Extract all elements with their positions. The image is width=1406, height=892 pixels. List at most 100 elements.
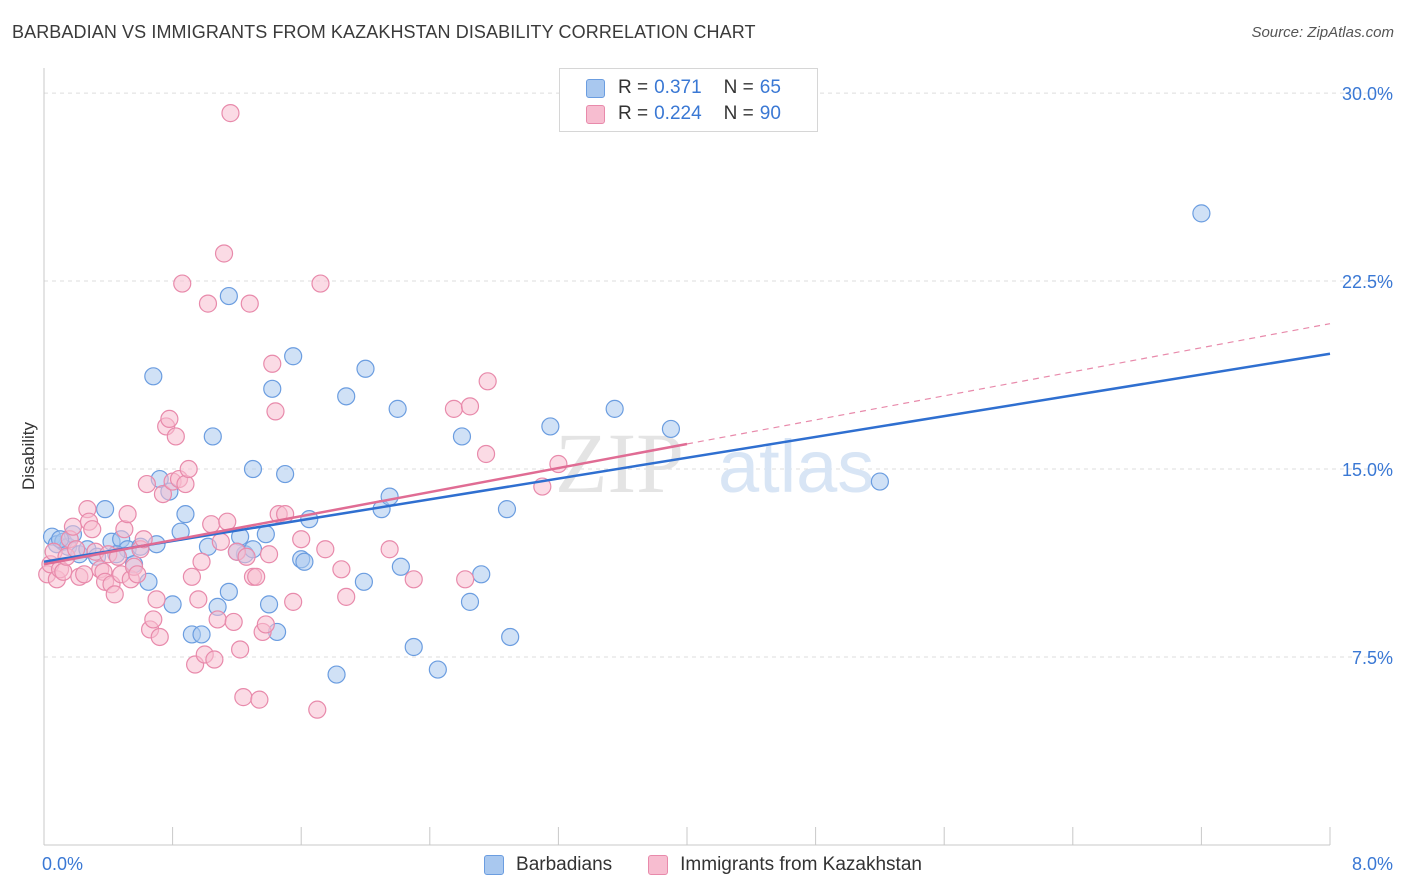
data-point	[316, 540, 335, 559]
data-point	[137, 474, 156, 494]
trend-line	[43, 442, 688, 566]
data-point	[404, 637, 423, 657]
data-point	[144, 367, 163, 386]
data-point	[118, 505, 137, 524]
data-point	[250, 690, 269, 709]
data-point	[605, 399, 624, 418]
data-point	[173, 274, 192, 293]
data-point	[356, 359, 375, 378]
data-point	[134, 530, 153, 549]
data-point	[380, 540, 399, 559]
data-point	[247, 567, 266, 586]
data-point	[205, 650, 224, 669]
data-point	[231, 640, 250, 659]
data-point	[128, 565, 147, 584]
data-point	[266, 402, 285, 421]
data-point	[95, 500, 115, 519]
data-point	[211, 532, 230, 551]
series-barbadians-points	[42, 204, 1211, 684]
data-point	[192, 625, 211, 644]
legend-r-value: 0.371	[654, 77, 702, 98]
legend-swatch-kazakhstan	[586, 104, 605, 124]
source-credit: Source: ZipAtlas.com	[1251, 24, 1394, 41]
data-point	[661, 419, 681, 439]
data-point	[354, 572, 373, 591]
data-point	[63, 517, 83, 536]
data-point	[460, 592, 480, 611]
trend-line	[43, 352, 1331, 564]
y-tick-label: 22.5%	[1342, 272, 1393, 292]
data-point	[214, 244, 234, 263]
y-axis-label: Disability	[19, 421, 38, 490]
data-point	[75, 565, 94, 584]
legend-swatch-barbadians	[484, 855, 505, 875]
data-point	[428, 660, 447, 679]
data-point	[256, 525, 275, 544]
data-point	[311, 274, 330, 293]
legend-n-label: N =	[723, 103, 754, 124]
legend-row-barbadians: R = 0.371 N = 65	[586, 74, 781, 102]
data-point	[452, 427, 472, 446]
data-point	[870, 472, 890, 491]
legend-r-value: 0.224	[654, 103, 702, 124]
y-tick-label: 15.0%	[1342, 460, 1393, 480]
series-legend: Barbadians Immigrants from Kazakhstan	[0, 851, 1406, 879]
data-point	[263, 354, 282, 373]
data-point	[105, 585, 124, 604]
data-point	[259, 545, 279, 564]
data-point	[189, 590, 208, 609]
data-point	[240, 294, 259, 313]
data-point	[478, 372, 497, 391]
data-point	[234, 688, 253, 707]
correlation-legend: R = 0.371 N = 65 R = 0.224 N = 90	[559, 68, 818, 132]
data-point	[327, 665, 346, 684]
data-point	[243, 459, 263, 479]
legend-n-value: 65	[759, 77, 781, 98]
data-point	[295, 552, 314, 571]
data-point	[160, 409, 179, 429]
data-point	[292, 530, 311, 549]
data-point	[460, 397, 480, 416]
data-point	[153, 484, 173, 504]
legend-r-label: R =	[618, 103, 649, 124]
data-point	[259, 595, 279, 614]
data-point	[176, 505, 195, 524]
axes	[43, 68, 1331, 846]
legend-item-barbadians[interactable]: Barbadians	[484, 854, 612, 876]
legend-n-value: 90	[759, 103, 781, 124]
data-point	[476, 444, 496, 464]
data-point	[202, 515, 221, 534]
legend-n-label: N =	[723, 77, 754, 98]
data-point	[182, 567, 201, 586]
legend-item-kazakhstan[interactable]: Immigrants from Kazakhstan	[648, 854, 922, 876]
x-tick-label: 8.0%	[1352, 854, 1393, 874]
data-point	[219, 582, 238, 601]
data-point	[224, 612, 243, 632]
data-point	[237, 547, 256, 566]
tick-labels: 7.5% 15.0% 22.5% 30.0% 0.0% 8.0%	[42, 84, 1393, 874]
data-point	[256, 615, 275, 634]
y-tick-label: 30.0%	[1342, 84, 1393, 104]
data-point	[54, 562, 73, 581]
data-point	[176, 474, 195, 494]
data-point	[203, 427, 222, 446]
series-kazakhstan-points	[38, 104, 568, 719]
legend-r-label: R =	[618, 77, 649, 98]
data-point	[263, 379, 282, 398]
legend-swatch-kazakhstan	[648, 855, 669, 875]
legend-swatch-barbadians	[586, 78, 605, 98]
legend-row-kazakhstan: R = 0.224 N = 90	[586, 100, 781, 128]
data-point	[541, 417, 560, 436]
data-point	[284, 347, 303, 366]
watermark: ZIP atlas	[555, 415, 874, 511]
watermark-atlas: atlas	[718, 425, 874, 508]
data-point	[192, 552, 211, 571]
data-point	[501, 627, 520, 647]
data-point	[1192, 204, 1211, 223]
data-point	[179, 459, 198, 479]
data-point	[388, 399, 407, 418]
trend-lines	[43, 323, 1331, 566]
data-point	[163, 595, 182, 614]
data-point	[332, 560, 351, 579]
